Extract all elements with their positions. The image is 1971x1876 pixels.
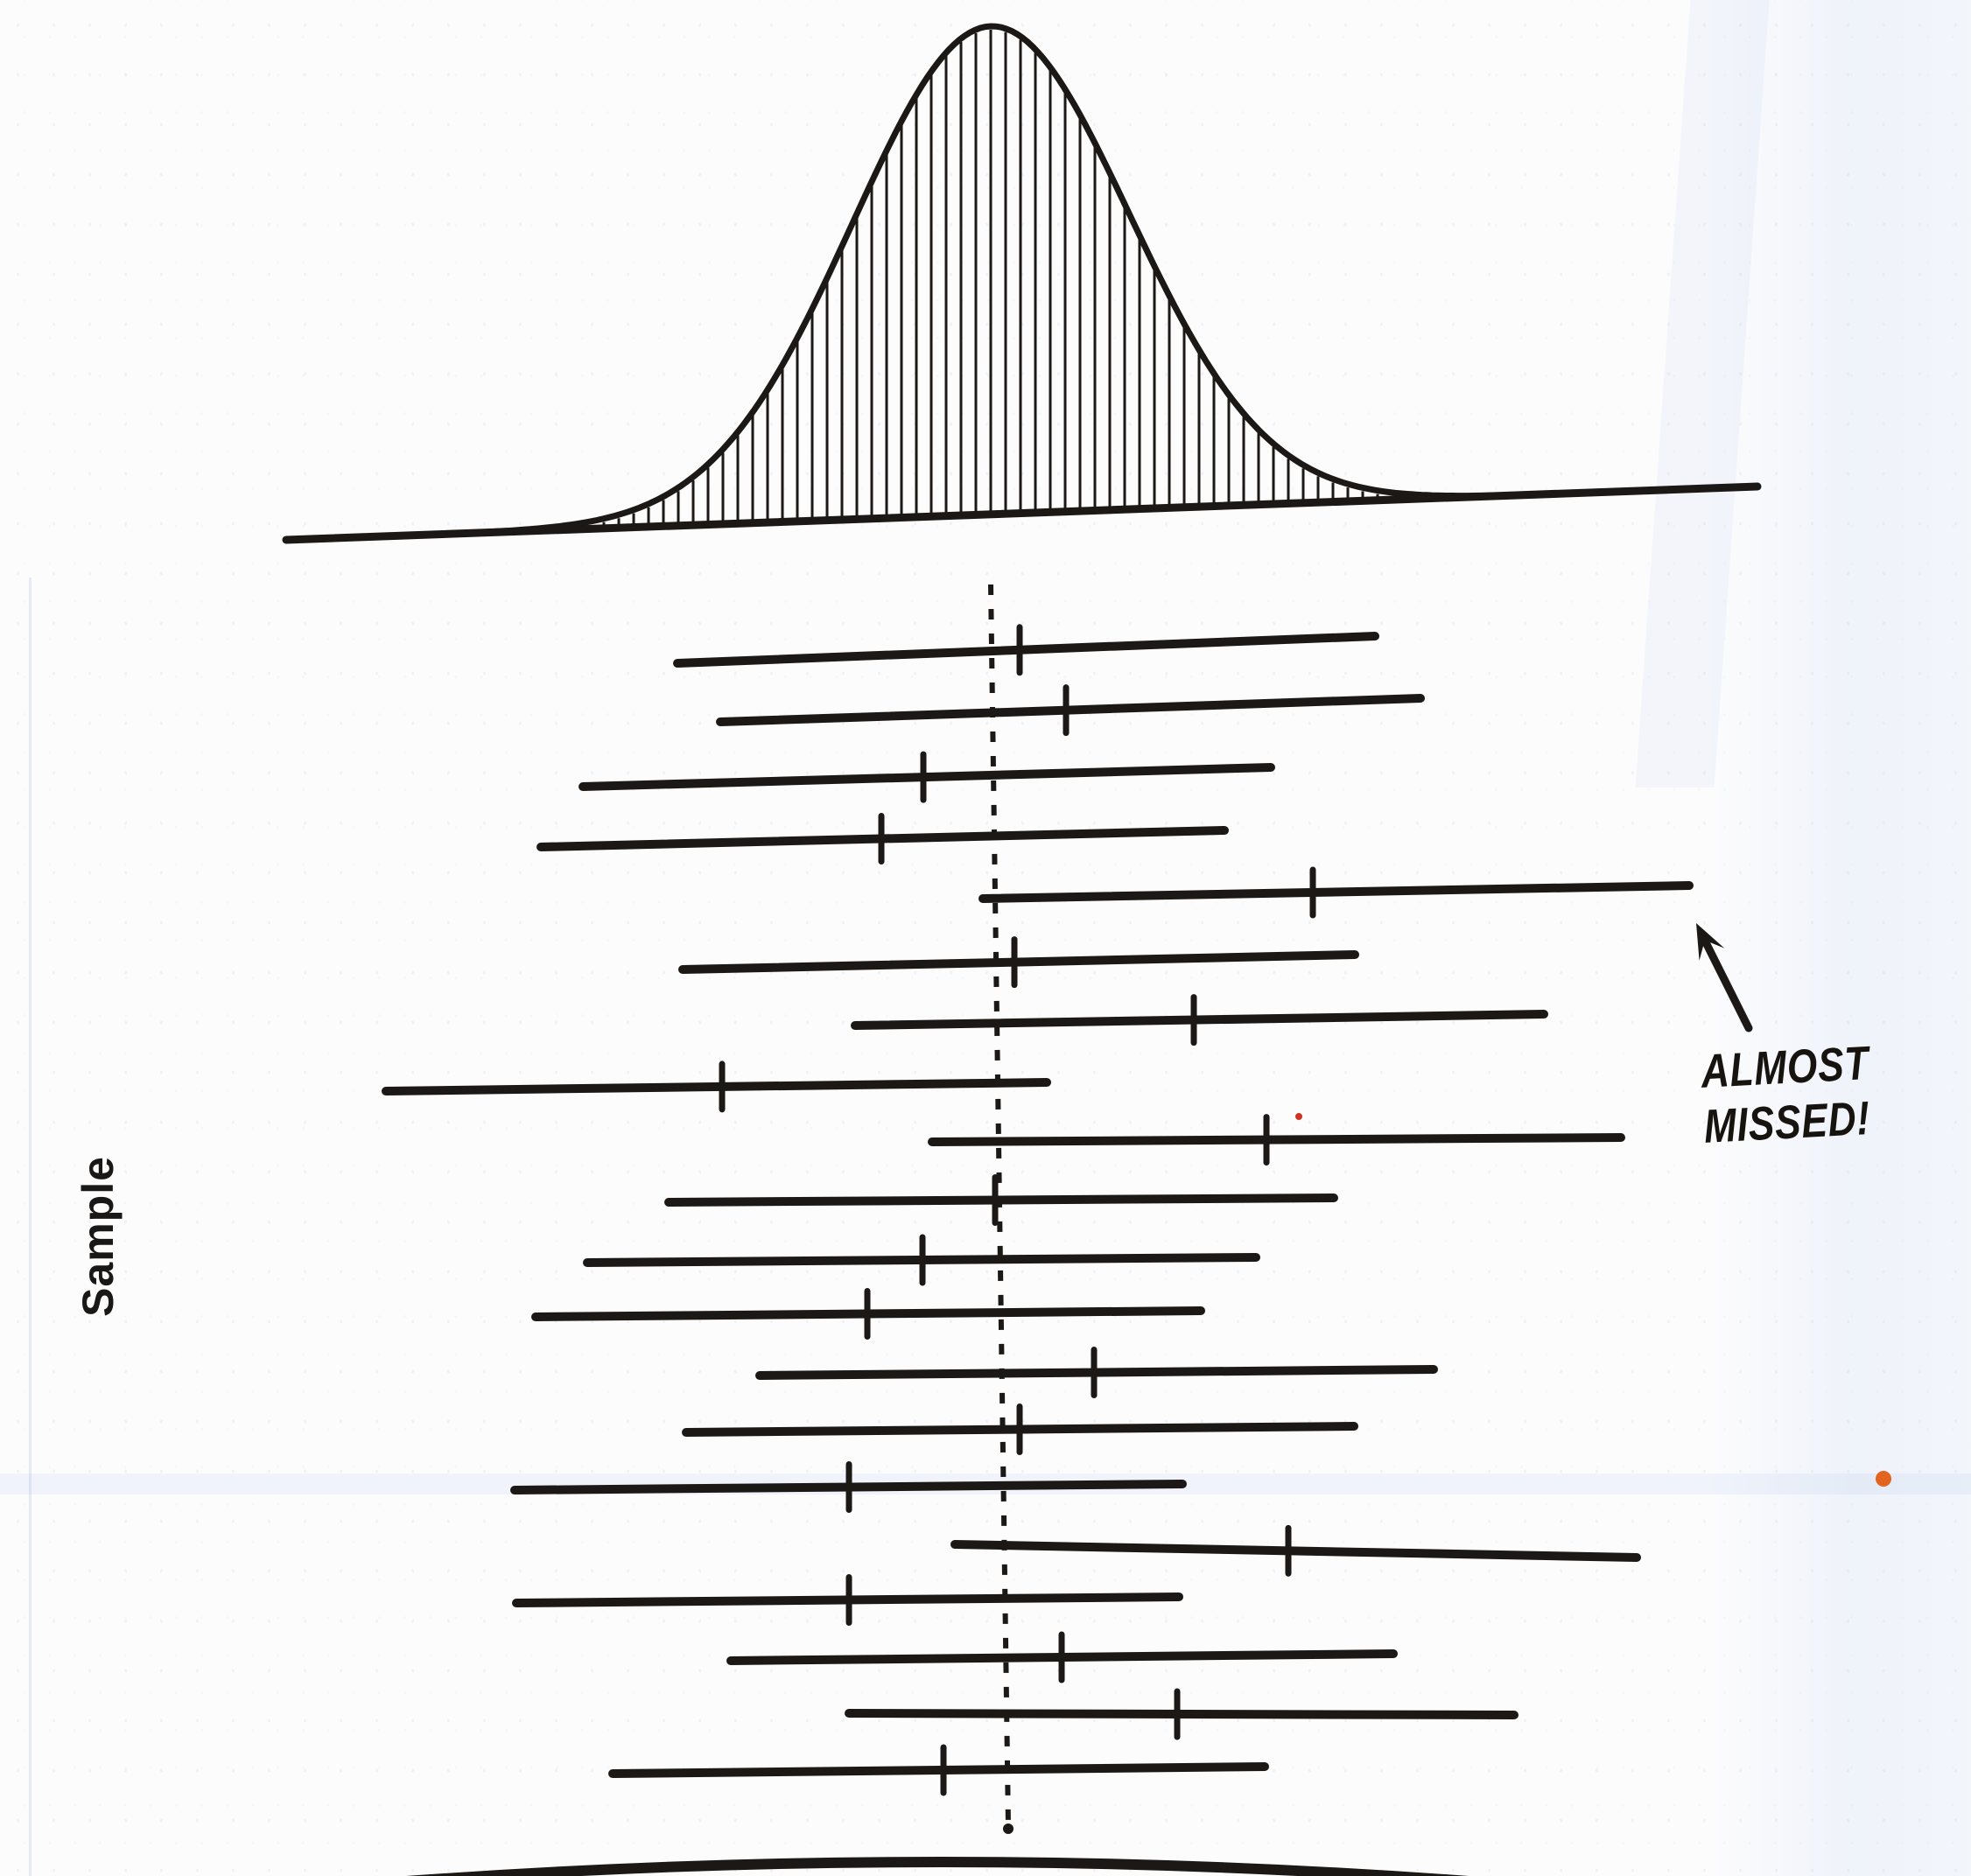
scan-edge-line xyxy=(29,578,32,1876)
mean-line-end-dot xyxy=(1003,1824,1014,1834)
confidence-interval-line xyxy=(978,881,1694,903)
confidence-interval-line xyxy=(678,950,1359,974)
population-mean-dashed-line xyxy=(988,584,1011,1826)
ink-speck xyxy=(1295,1113,1302,1120)
confidence-interval-line xyxy=(716,694,1425,726)
confidence-interval-line xyxy=(845,1709,1519,1719)
confidence-interval-line xyxy=(579,763,1275,791)
almost-missed-annotation: ALMOST MISSED! xyxy=(1700,1036,1873,1155)
annotation-arrow-head xyxy=(1696,923,1725,961)
scan-streak-right xyxy=(1708,0,1971,1876)
y-axis-label: Sample xyxy=(74,1156,123,1317)
confidence-interval-line xyxy=(950,1540,1641,1562)
confidence-interval-line xyxy=(851,1010,1548,1030)
curve-baseline xyxy=(282,482,1762,544)
annotation-line-1: ALMOST xyxy=(1700,1036,1870,1098)
confidence-interval-line xyxy=(928,1133,1625,1146)
bottom-cutoff-curve xyxy=(405,1857,1469,1876)
confidence-interval-line xyxy=(673,632,1379,668)
confidence-interval-line xyxy=(608,1762,1269,1778)
annotation-line-2: MISSED! xyxy=(1702,1092,1872,1154)
confidence-interval-line xyxy=(664,1194,1338,1207)
confidence-interval-line xyxy=(382,1078,1051,1096)
annotation-arrow-shaft xyxy=(1701,937,1753,1032)
ink-speck xyxy=(1876,1471,1891,1487)
